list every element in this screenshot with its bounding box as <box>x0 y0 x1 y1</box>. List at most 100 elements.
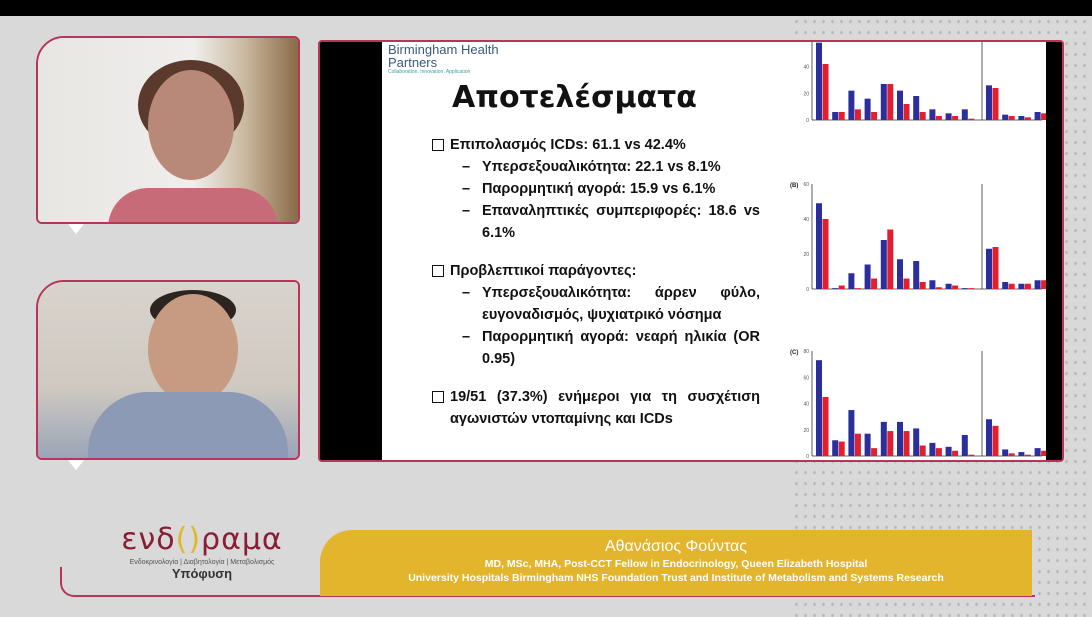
top-bar <box>0 0 1092 16</box>
y-tick-label: 0 <box>806 454 809 460</box>
bar-red <box>935 287 942 289</box>
bar-red <box>919 282 926 289</box>
bullet: Επιπολασμός ICDs: 61.1 vs 42.4% <box>430 134 760 156</box>
y-tick-label: 20 <box>803 428 809 434</box>
bar-blue <box>1002 282 1009 289</box>
bar-red <box>838 441 845 456</box>
bar-blue <box>864 264 871 289</box>
bar-red <box>903 278 910 289</box>
bar-red <box>871 112 878 120</box>
y-tick-label: 0 <box>806 287 809 293</box>
bar-red <box>887 84 894 120</box>
y-tick-label: 60 <box>803 182 809 188</box>
bar-blue <box>929 280 936 289</box>
bar-blue <box>945 446 952 456</box>
bar-blue <box>929 109 936 120</box>
bar-blue <box>816 360 822 456</box>
bar-blue <box>897 421 903 456</box>
bar-blue <box>864 433 871 456</box>
bar-red <box>1008 283 1015 289</box>
bar-blue <box>986 85 992 120</box>
bar-blue <box>986 248 992 289</box>
bar-blue <box>961 288 968 289</box>
bar-blue <box>832 112 839 120</box>
bar-red <box>1024 117 1031 120</box>
bar-red <box>1041 280 1046 289</box>
y-tick-label: 40 <box>803 217 809 223</box>
brand-subtitle: Ενδοκρινολογία | Διαβητολογία | Μεταβολι… <box>129 559 275 566</box>
bar-blue <box>913 96 920 120</box>
bar-red <box>952 450 959 456</box>
bullet: Προβλεπτικοί παράγοντες: <box>430 260 760 282</box>
bullet: 19/51 (37.3%) ενήμεροι για τη συσχέτιση … <box>430 386 760 430</box>
bar-red <box>919 445 926 456</box>
bar-blue <box>897 90 903 120</box>
bar-blue <box>1018 452 1025 456</box>
lower-third-line <box>60 567 1035 597</box>
y-tick-label: 20 <box>803 91 809 97</box>
bar-red <box>952 116 959 120</box>
y-tick-label: 40 <box>803 65 809 71</box>
bar-red <box>903 431 910 456</box>
bar-blue <box>816 203 822 289</box>
brand-logo: ενδ()ραμα Ενδοκρινολογία | Διαβητολογία … <box>92 522 312 581</box>
bar-red <box>1041 113 1046 120</box>
sub-bullet: Επαναληπτικές συμπεριφορές: 18.6 vs 6.1% <box>430 200 760 244</box>
video-tile-speaker-1[interactable] <box>36 36 300 224</box>
bar-red <box>838 112 845 120</box>
panel-label: (B) <box>790 183 798 189</box>
bar-blue <box>913 428 920 456</box>
tile-pointer <box>68 224 84 234</box>
speaker-name: Αθανάσιος Φούντας <box>604 538 748 555</box>
speaker-affiliation: University Hospitals Birmingham NHS Foun… <box>408 572 944 584</box>
bar-blue <box>1034 112 1041 120</box>
bar-red <box>822 219 829 289</box>
y-tick-label: 80 <box>803 349 809 355</box>
slide-title: Αποτελέσματα <box>452 80 697 115</box>
slide-figure: 0 20 40 0 20 40 60 (B) 0 20 40 60 80 (C) <box>790 42 1046 460</box>
bar-red <box>854 288 861 289</box>
sub-bullet: Παρορμητική αγορά: 15.9 vs 6.1% <box>430 178 760 200</box>
bar-red <box>1024 454 1031 456</box>
bar-red <box>854 433 861 456</box>
bar-blue <box>961 435 968 456</box>
sub-bullet: Υπερσεξουαλικότητα: άρρεν φύλο, ευγοναδι… <box>430 282 760 326</box>
bar-blue <box>832 288 839 289</box>
bar-blue <box>864 98 871 120</box>
bar-red <box>871 278 878 289</box>
bar-red <box>887 229 894 289</box>
bar-blue <box>832 440 839 456</box>
y-tick-label: 0 <box>806 118 809 124</box>
logo-text: Birmingham Health Partners <box>388 42 499 70</box>
slide-logo: Birmingham Health Partners Collaboration… <box>388 43 508 76</box>
presentation-slide: Birmingham Health Partners Collaboration… <box>382 42 1046 460</box>
bar-blue <box>945 283 952 289</box>
brand-name: ενδ()ραμα <box>121 522 283 557</box>
bar-blue <box>1002 114 1009 120</box>
bar-blue <box>929 442 936 456</box>
bar-blue <box>986 419 992 456</box>
brand-tag: Υπόφυση <box>171 566 233 581</box>
bar-red <box>992 425 999 456</box>
y-tick-label: 40 <box>803 402 809 408</box>
bar-red <box>887 431 894 456</box>
sub-bullet: Υπερσεξουαλικότητα: 22.1 vs 8.1% <box>430 156 760 178</box>
panel-label: (C) <box>790 350 798 356</box>
bar-red <box>1008 453 1015 456</box>
bar-red <box>968 118 975 120</box>
bar-red <box>1041 450 1046 456</box>
bar-blue <box>848 273 855 289</box>
bar-blue <box>816 42 822 120</box>
bar-blue <box>1034 448 1041 456</box>
webcam-feed <box>38 282 298 458</box>
video-tile-speaker-2[interactable] <box>36 280 300 460</box>
sub-bullet: Παρορμητική αγορά: νεαρή ηλικία (OR 0.95… <box>430 326 760 370</box>
bar-blue <box>1002 449 1009 456</box>
slide-bullets: Επιπολασμός ICDs: 61.1 vs 42.4% Υπερσεξο… <box>430 134 760 430</box>
bar-red <box>838 285 845 289</box>
bar-red <box>1024 283 1031 289</box>
bar-blue <box>913 261 920 289</box>
shared-screen: Birmingham Health Partners Collaboration… <box>318 40 1064 462</box>
bar-red <box>935 116 942 120</box>
bar-red <box>935 448 942 456</box>
